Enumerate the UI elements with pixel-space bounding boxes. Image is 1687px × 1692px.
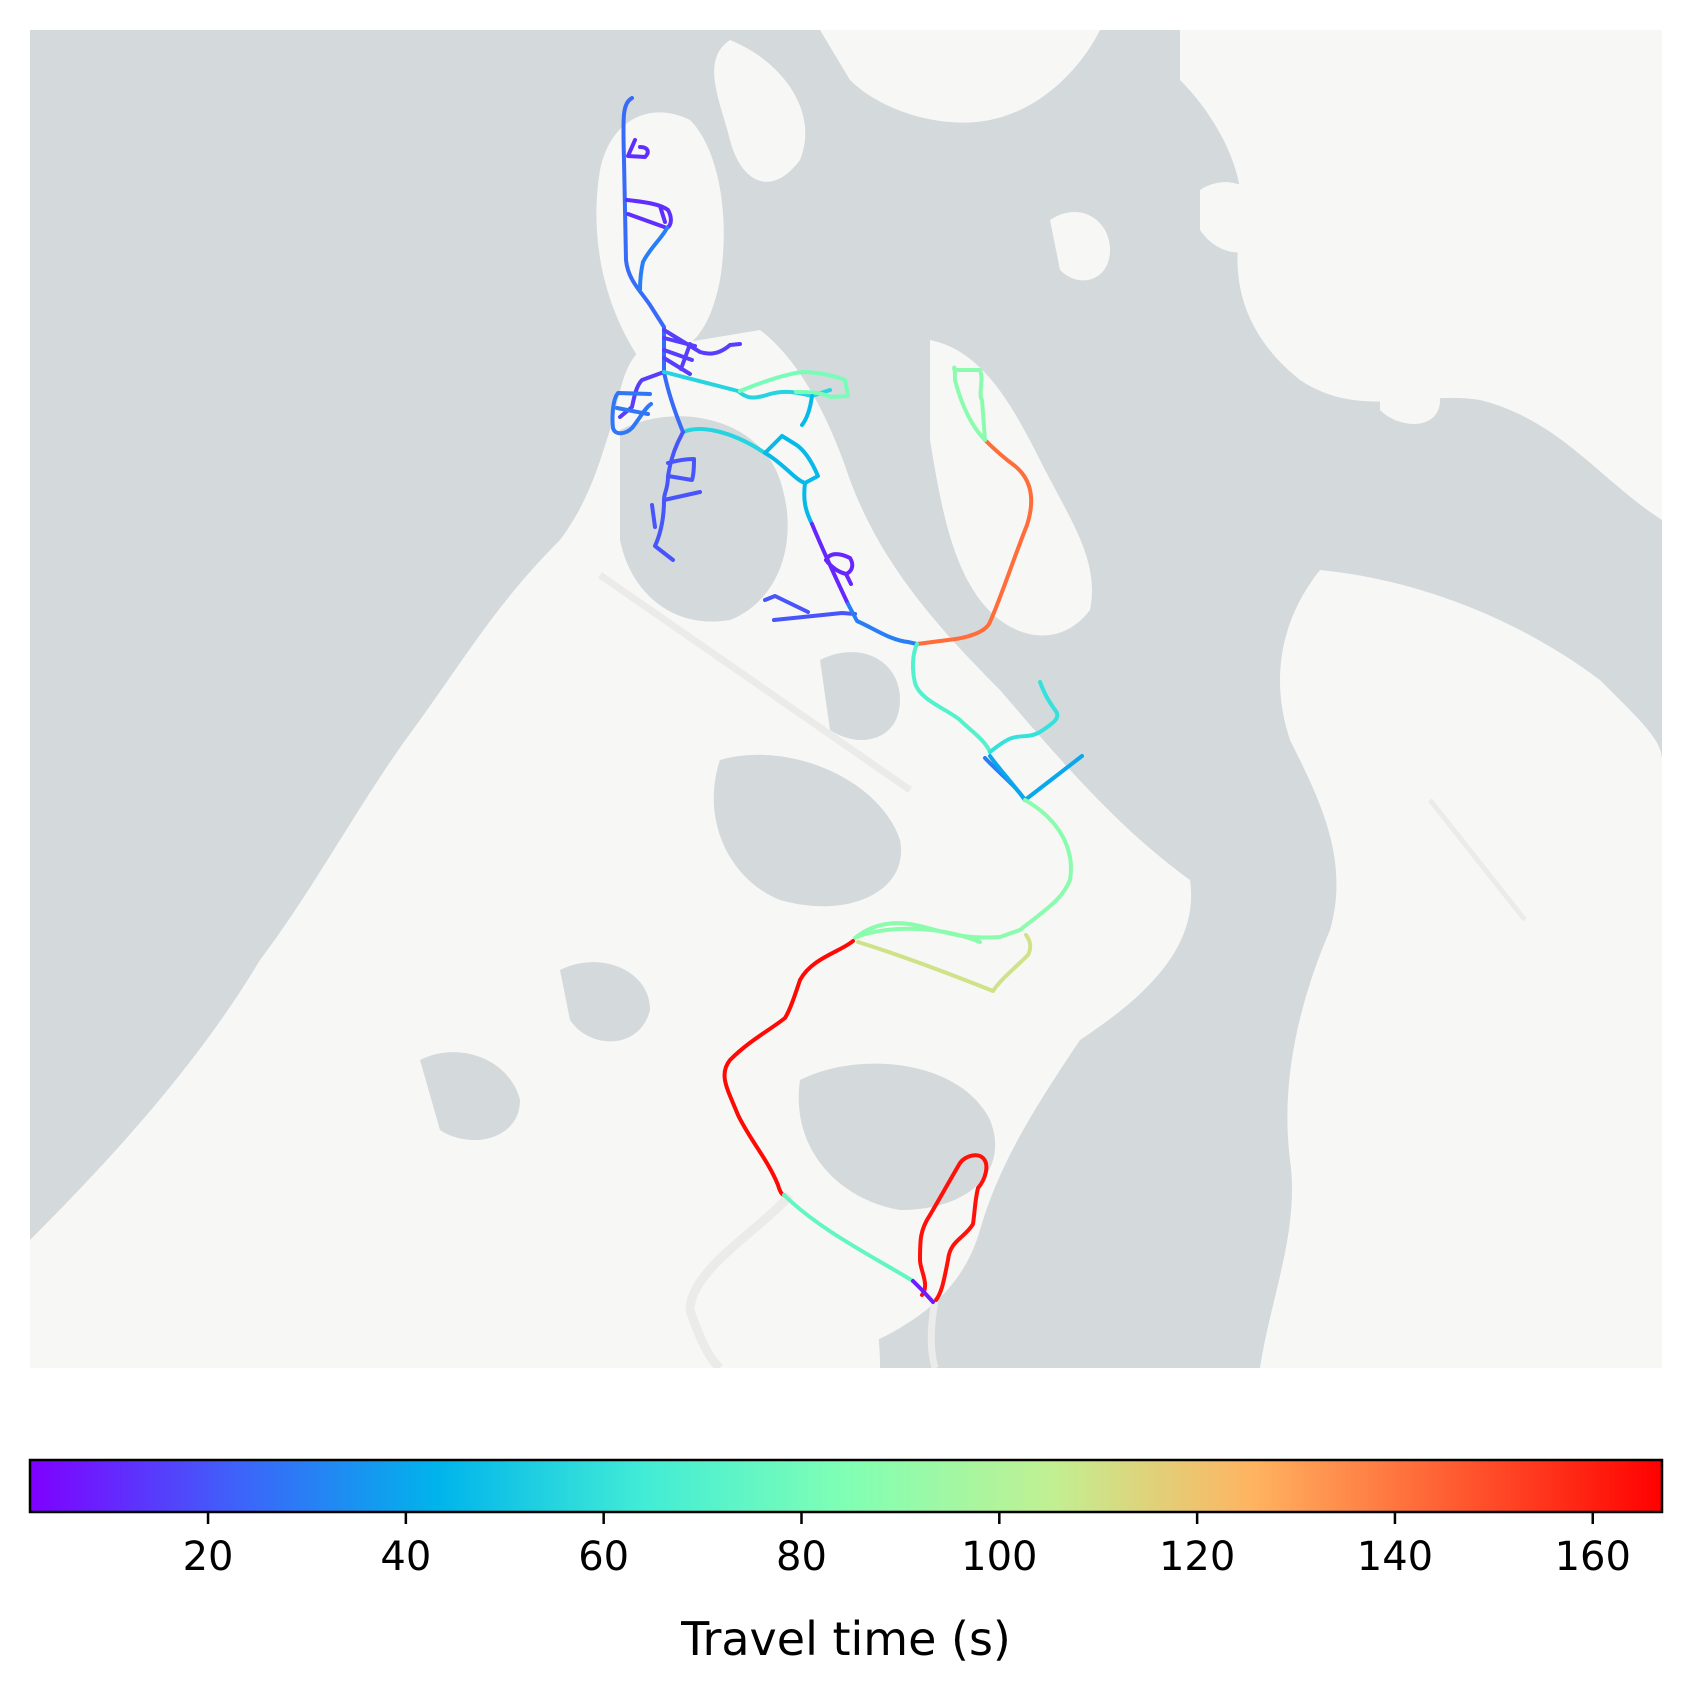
colorbar-tick-label: 20 xyxy=(183,1534,234,1580)
central-lake-2 xyxy=(820,652,900,740)
colorbar-tick-label: 160 xyxy=(1555,1534,1631,1580)
route-peninsula-loop xyxy=(738,370,850,399)
route-southwest-road xyxy=(722,939,855,1197)
colorbar-tick-label: 60 xyxy=(578,1534,629,1580)
faint-road-southeast xyxy=(927,1299,939,1368)
route-mid-road xyxy=(763,394,820,526)
faint-road-east xyxy=(1428,798,1527,922)
colorbar-tick-label: 100 xyxy=(961,1534,1037,1580)
middle-lake xyxy=(713,754,902,907)
northeast-islet-2 xyxy=(1200,182,1270,253)
inland-water xyxy=(420,416,996,1210)
west-lake xyxy=(420,1052,520,1140)
faint-road-northwest xyxy=(598,572,912,793)
route-east-spur xyxy=(988,680,1060,754)
colorbar-tick-label: 40 xyxy=(380,1534,431,1580)
route-north-branch xyxy=(638,226,669,292)
southwest-landmass xyxy=(150,1093,528,1368)
southwest-lake xyxy=(560,962,650,1042)
east-islet xyxy=(1380,369,1440,424)
route-south-tip-start xyxy=(911,1279,935,1304)
east-landmass xyxy=(1260,570,1662,1368)
colorbar: 20 40 60 80 100 120 140 160 Travel time (s) xyxy=(28,1458,1664,1666)
colorbar-tick-label: 80 xyxy=(776,1534,827,1580)
north-coast xyxy=(820,30,1100,123)
travel-time-routes xyxy=(610,96,1084,1304)
central-lake xyxy=(620,416,788,622)
route-southeast-loop xyxy=(853,365,1073,944)
south-landmass xyxy=(560,1181,880,1368)
northeast-landmass xyxy=(1180,30,1662,520)
colorbar-tick-label: 120 xyxy=(1159,1534,1235,1580)
route-south-tip-loop xyxy=(918,1153,989,1302)
route-central-loop xyxy=(810,522,855,606)
route-north-spine xyxy=(621,96,685,434)
faint-road-south xyxy=(685,1192,794,1368)
colorbar-tick-label: 140 xyxy=(1357,1534,1433,1580)
colorbar-ticks: 20 40 60 80 100 120 140 160 xyxy=(183,1512,1631,1580)
north-island xyxy=(714,40,806,182)
east-peninsula xyxy=(930,340,1092,636)
route-south-shortcut xyxy=(856,933,1033,993)
route-south-connector xyxy=(782,1193,915,1283)
route-sw-streets xyxy=(650,430,857,622)
northeast-islet xyxy=(1050,211,1110,281)
route-east-coast-road xyxy=(915,438,1034,646)
route-west-culdesac xyxy=(610,391,653,436)
colorbar-label: Travel time (s) xyxy=(680,1612,1011,1666)
colorbar-gradient xyxy=(28,1458,1664,1514)
south-bay xyxy=(798,1063,996,1210)
route-north-loops xyxy=(625,138,673,230)
basemap xyxy=(30,30,1662,1368)
route-southern-connector xyxy=(910,642,992,754)
